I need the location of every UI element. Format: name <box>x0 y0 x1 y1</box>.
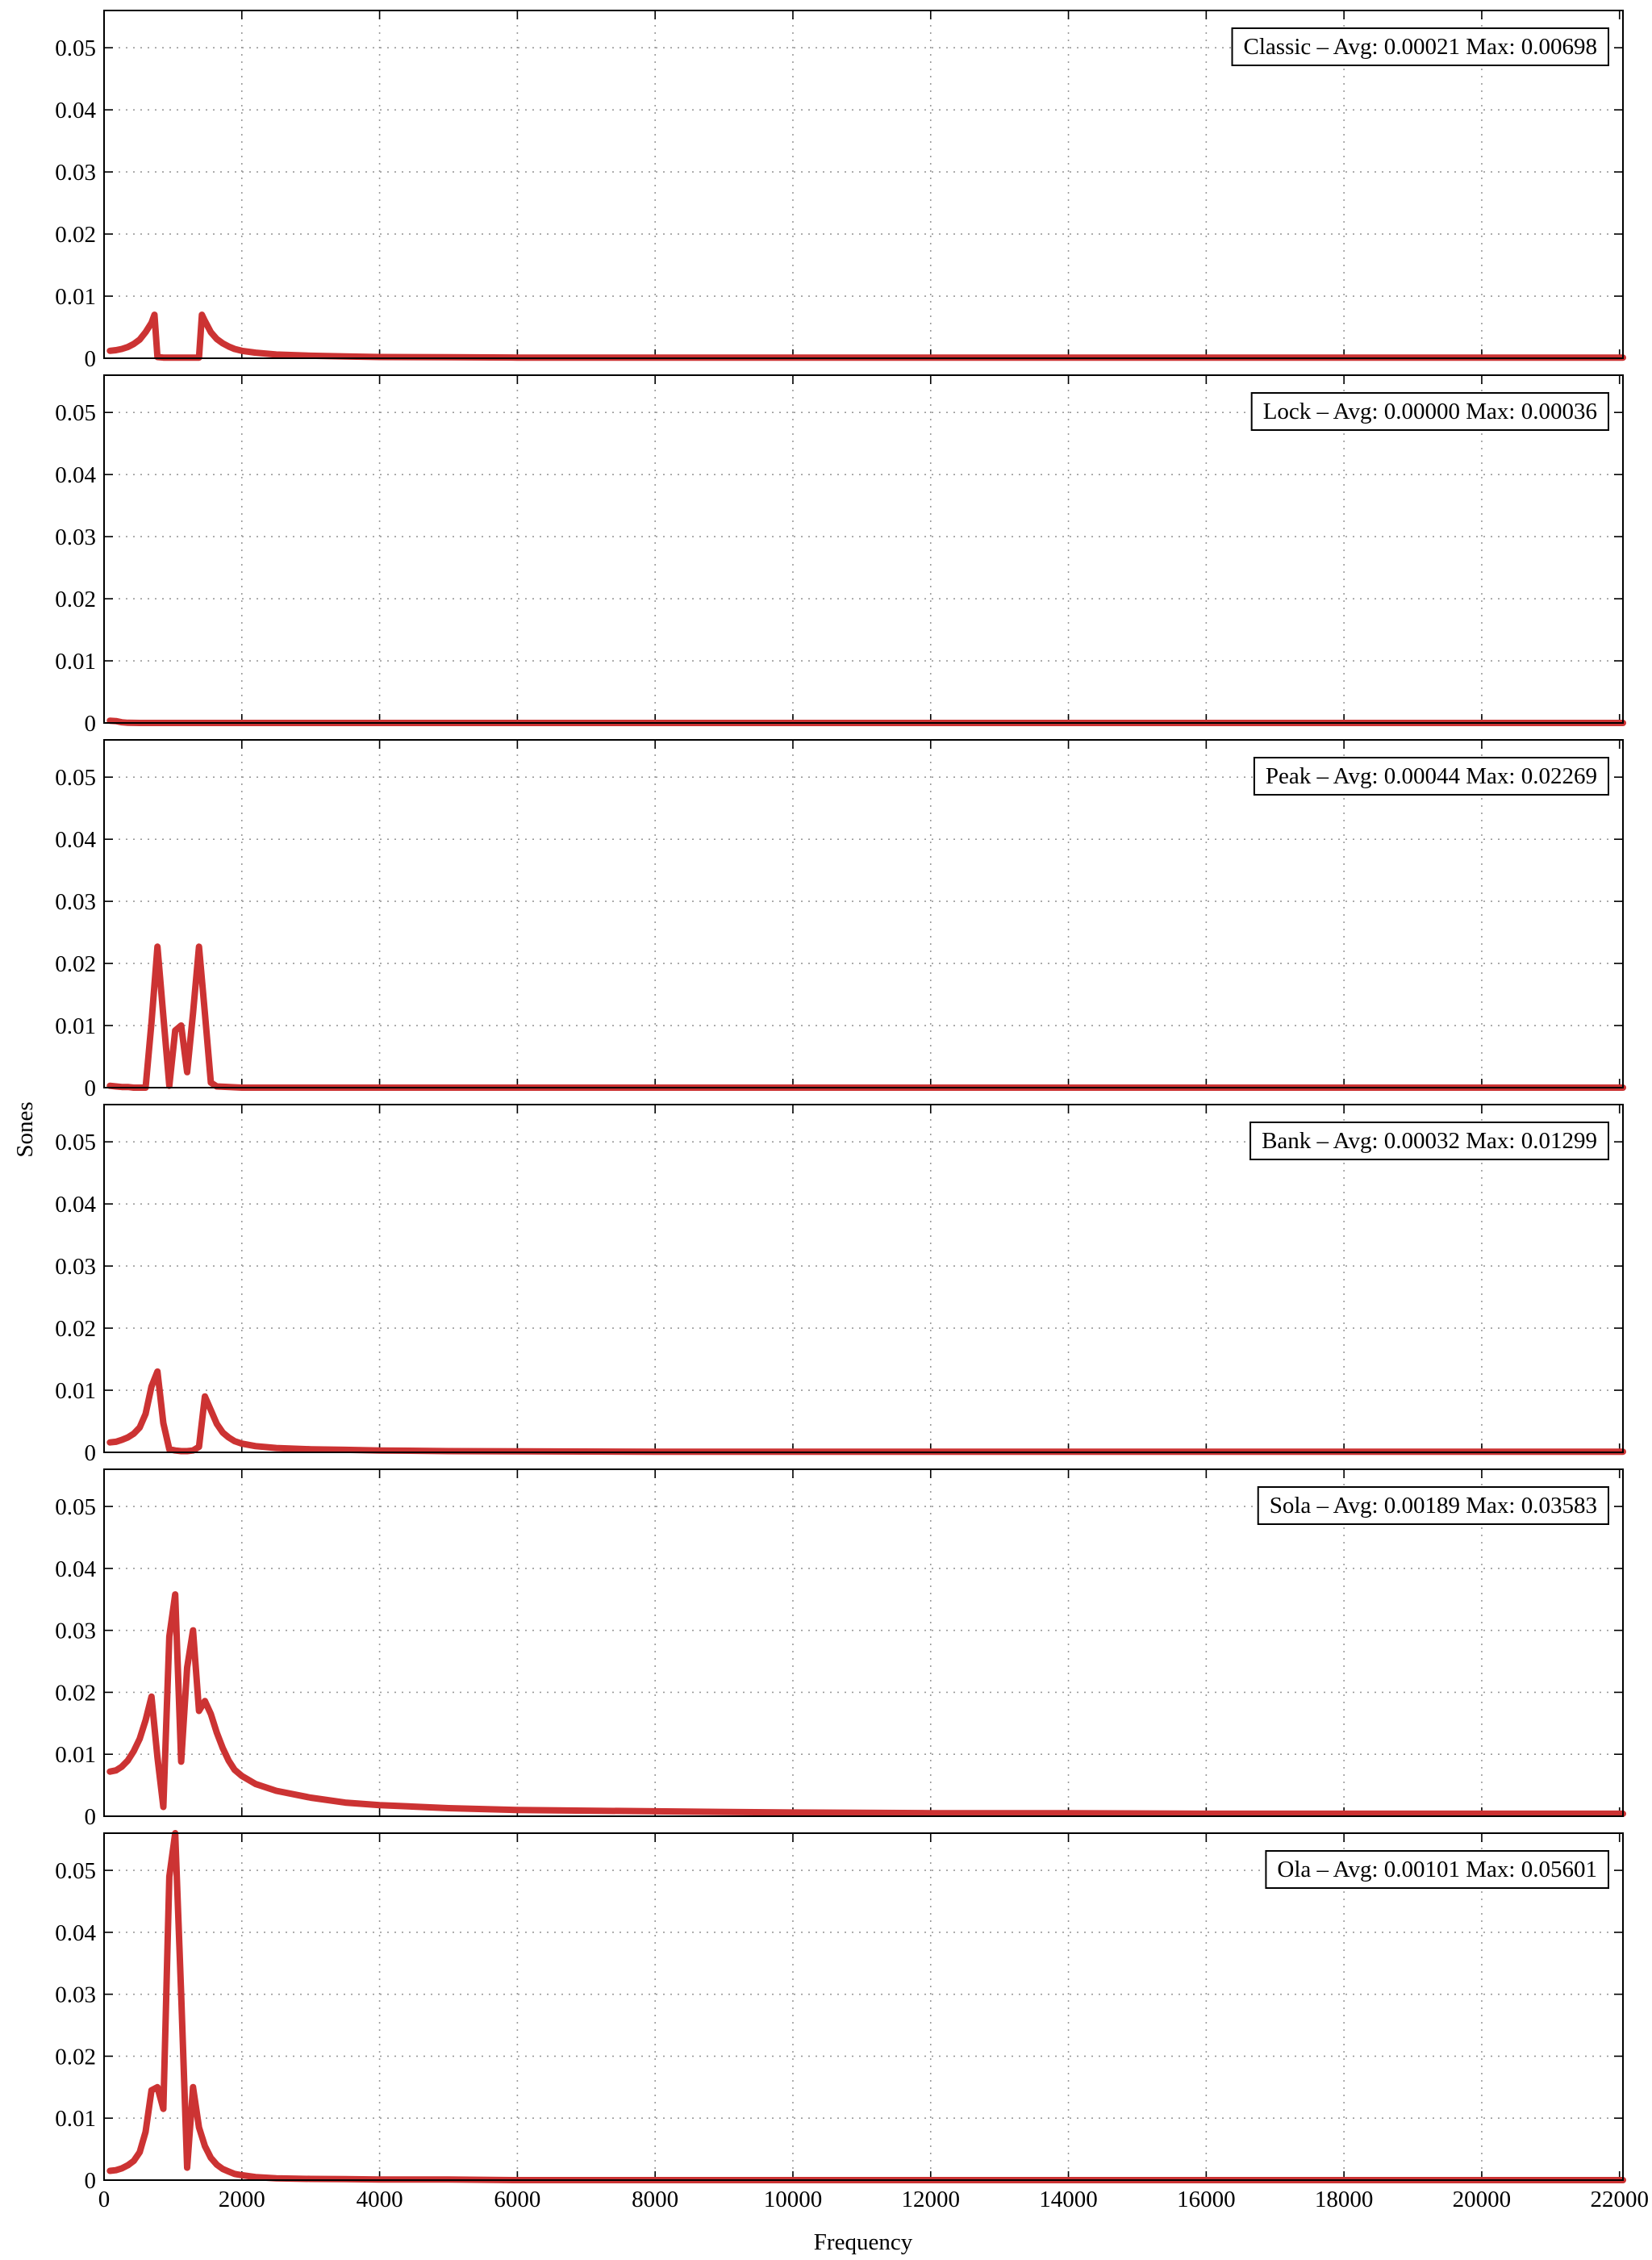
y-tick-label: 0.04 <box>55 827 96 853</box>
series-line <box>106 311 1626 361</box>
y-tick-label: 0.03 <box>55 1254 96 1280</box>
axes-frame <box>103 739 1624 1088</box>
y-tick-label: 0.05 <box>55 765 96 791</box>
y-tick-label: 0.04 <box>55 1556 96 1582</box>
axes-frame <box>103 1468 1624 1817</box>
y-tick-label: 0.02 <box>55 951 96 977</box>
y-tick-label: 0 <box>85 1076 97 1101</box>
y-tick-label: 0.02 <box>55 2044 96 2070</box>
y-tick-label: 0.02 <box>55 1316 96 1342</box>
x-axis-label: Frequency <box>814 2229 913 2255</box>
x-tick-label: 4000 <box>357 2187 403 2212</box>
y-tick-label: 0.01 <box>55 284 96 310</box>
y-axis-label: Sones <box>12 1101 38 1157</box>
y-tick-label: 0.05 <box>55 1494 96 1520</box>
y-tick-label: 0.04 <box>55 462 96 488</box>
axes-frame <box>103 10 1624 359</box>
x-tick-label: 12000 <box>902 2187 961 2212</box>
y-tick-label: 0.01 <box>55 649 96 675</box>
legend: Ola – Avg: 0.00101 Max: 0.05601 <box>1265 1850 1609 1889</box>
y-tick-label: 0.03 <box>55 524 96 550</box>
subplot-6: 0 0.01 0.02 0.03 0.04 0.05 Ola – Avg: 0.00101 … <box>55 1830 1626 2194</box>
x-tick-label: 8000 <box>632 2187 678 2212</box>
legend-label: Bank – Avg: 0.00032 Max: 0.01299 <box>1262 1128 1597 1154</box>
legend-label: Sola – Avg: 0.00189 Max: 0.03583 <box>1270 1493 1597 1519</box>
legend-box <box>1250 392 1609 431</box>
legend-box <box>1231 27 1609 66</box>
legend-box <box>1253 757 1609 796</box>
x-tick-label: 10000 <box>764 2187 823 2212</box>
x-tick-label: 6000 <box>494 2187 540 2212</box>
x-tick-label: 0 <box>98 2187 111 2212</box>
legend: Lock – Avg: 0.00000 Max: 0.00036 <box>1250 392 1609 431</box>
y-tick-label: 0.02 <box>55 587 96 612</box>
legend-label: Ola – Avg: 0.00101 Max: 0.05601 <box>1277 1857 1597 1882</box>
series-line <box>106 1591 1626 1817</box>
y-tick-label: 0.01 <box>55 1013 96 1039</box>
y-tick-label: 0.03 <box>55 1619 96 1644</box>
y-tick-label: 0.05 <box>55 400 96 426</box>
series-line <box>106 943 1626 1091</box>
series-line <box>106 1368 1626 1456</box>
y-tick-label: 0 <box>85 2168 97 2194</box>
x-tick-label: 22000 <box>1590 2187 1649 2212</box>
y-tick-label: 0 <box>85 1804 97 1830</box>
subplot-stack: 0 0.01 0.02 0.03 0.04 0.05 Classic – Avg: 0.00… <box>55 10 1649 2212</box>
axes-frame <box>103 1104 1624 1453</box>
y-tick-label: 0.02 <box>55 1680 96 1706</box>
y-tick-label: 0.04 <box>55 1192 96 1218</box>
y-tick-label: 0.01 <box>55 1378 96 1404</box>
y-tick-label: 0.01 <box>55 2106 96 2132</box>
y-tick-label: 0 <box>85 346 97 372</box>
legend: Peak – Avg: 0.00044 Max: 0.02269 <box>1253 757 1609 796</box>
y-tick-label: 0 <box>85 1440 97 1466</box>
x-tick-label: 16000 <box>1177 2187 1236 2212</box>
legend: Sola – Avg: 0.00189 Max: 0.03583 <box>1257 1486 1609 1525</box>
legend: Classic – Avg: 0.00021 Max: 0.00698 <box>1231 27 1609 66</box>
legend: Bank – Avg: 0.00032 Max: 0.01299 <box>1249 1122 1609 1160</box>
y-tick-label: 0.05 <box>55 1130 96 1155</box>
y-tick-label: 0.05 <box>55 36 96 61</box>
subplot-2: 0 0.01 0.02 0.03 0.04 0.05 Lock – Avg: 0.00000… <box>55 374 1626 737</box>
legend-label: Classic – Avg: 0.00021 Max: 0.00698 <box>1244 34 1597 60</box>
y-tick-label: 0.04 <box>55 1920 96 1946</box>
y-tick-label: 0 <box>85 711 97 737</box>
subplot-3: 0 0.01 0.02 0.03 0.04 0.05 Peak – Avg: 0.00044… <box>55 739 1626 1101</box>
subplot-1: 0 0.01 0.02 0.03 0.04 0.05 Classic – Avg: 0.00… <box>55 10 1626 372</box>
legend-box <box>1249 1122 1609 1160</box>
axes-frame <box>103 374 1624 724</box>
y-tick-label: 0.05 <box>55 1858 96 1884</box>
y-tick-label: 0.01 <box>55 1742 96 1768</box>
y-tick-label: 0.04 <box>55 98 96 123</box>
y-tick-label: 0.03 <box>55 160 96 186</box>
legend-label: Lock – Avg: 0.00000 Max: 0.00036 <box>1263 399 1597 424</box>
x-tick-label: 18000 <box>1315 2187 1374 2212</box>
x-tick-label: 20000 <box>1453 2187 1512 2212</box>
subplot-4: 0 0.01 0.02 0.03 0.04 0.05 Bank – Avg: 0.00032… <box>55 1104 1626 1466</box>
axes-frame <box>103 1832 1624 2181</box>
y-tick-label: 0.02 <box>55 222 96 248</box>
subplot-5: 0 0.01 0.02 0.03 0.04 0.05 Sola – Avg: 0.00189… <box>55 1468 1626 1830</box>
y-tick-label: 0.03 <box>55 889 96 915</box>
y-tick-label: 0.03 <box>55 1982 96 2008</box>
legend-box <box>1265 1850 1609 1889</box>
x-tick-label: 2000 <box>219 2187 265 2212</box>
legend-label: Peak – Avg: 0.00044 Max: 0.02269 <box>1266 763 1597 789</box>
x-tick-label: 14000 <box>1039 2187 1098 2212</box>
legend-box <box>1257 1486 1609 1525</box>
